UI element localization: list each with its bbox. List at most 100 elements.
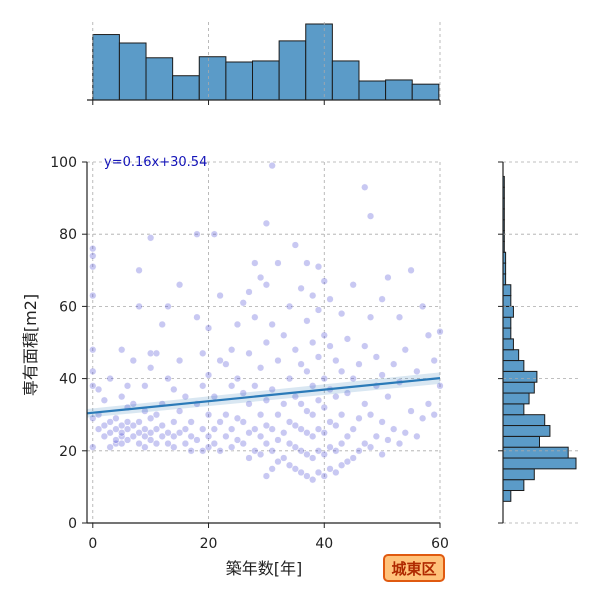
right-hist-bar <box>502 349 520 362</box>
scatter-point <box>106 374 114 383</box>
scatter-point <box>141 425 149 433</box>
scatter-point <box>332 447 340 455</box>
top-hist-bar <box>92 34 120 101</box>
scatter-point <box>262 396 271 404</box>
scatter-point <box>170 418 178 426</box>
scatter-point <box>106 418 114 426</box>
scatter-point <box>320 374 328 383</box>
scatter-point <box>245 349 253 357</box>
right-hist-bar <box>502 392 530 405</box>
scatter-point <box>251 313 259 321</box>
x-tick-label: 20 <box>200 536 218 552</box>
scatter-point <box>118 439 126 448</box>
right-hist-bar <box>502 381 535 394</box>
scatter-point <box>297 400 305 408</box>
scatter-point <box>314 263 323 271</box>
scatter-point <box>118 393 126 401</box>
scatter-point <box>170 385 178 394</box>
scatter-point <box>228 425 236 433</box>
scatter-point <box>181 439 190 448</box>
right-hist-bar <box>502 370 538 383</box>
scatter-point <box>314 306 323 314</box>
scatter-point <box>314 447 323 455</box>
scatter-point <box>337 461 346 469</box>
scatter-point <box>262 472 271 480</box>
scatter-point <box>245 429 253 437</box>
scatter-point <box>285 374 294 383</box>
scatter-point <box>123 425 132 433</box>
scatter-point <box>303 429 311 437</box>
scatter-point <box>320 403 328 412</box>
scatter-point <box>366 443 375 451</box>
scatter-point <box>413 367 421 376</box>
scatter-point <box>228 382 236 390</box>
scatter-point <box>158 320 166 329</box>
scatter-point <box>309 432 317 441</box>
scatter-point <box>262 281 271 289</box>
scatter-point <box>94 385 103 394</box>
scatter-point <box>239 299 247 307</box>
scatter-point <box>280 454 288 462</box>
y-tick-label: 0 <box>68 516 77 532</box>
scatter-point <box>303 317 311 325</box>
scatter-point <box>314 468 323 477</box>
scatter-point <box>372 353 380 361</box>
scatter-point <box>181 393 190 401</box>
scatter-point <box>112 414 120 422</box>
scatter-point <box>355 360 363 368</box>
scatter-point <box>268 320 276 329</box>
scatter-point <box>199 382 207 390</box>
scatter-point <box>135 429 143 437</box>
scatter-point <box>141 443 149 451</box>
right-hist-bar <box>502 446 569 459</box>
top-hist-bar <box>305 23 333 101</box>
scatter-point <box>343 457 352 466</box>
scatter-point <box>390 425 398 433</box>
y-tick-label: 40 <box>59 372 77 388</box>
scatter-point <box>147 429 155 437</box>
scatter-point <box>285 418 294 426</box>
scatter-point <box>401 429 409 437</box>
scatter-point <box>349 374 357 383</box>
scatter-point <box>256 450 265 459</box>
scatter-point <box>268 385 276 394</box>
scatter-point <box>320 472 328 480</box>
scatter-point <box>332 421 340 430</box>
top-hist-bar <box>358 80 387 101</box>
scatter-point <box>326 465 334 473</box>
scatter-point <box>378 418 386 426</box>
scatter-point <box>349 425 357 433</box>
scatter-point <box>158 432 166 441</box>
scatter-point <box>239 439 247 448</box>
scatter-point <box>175 281 184 289</box>
scatter-point <box>216 291 224 300</box>
scatter-point <box>361 400 369 408</box>
scatter-point <box>424 400 433 408</box>
scatter-point <box>123 382 132 390</box>
right-hist-bar <box>502 316 512 329</box>
scatter-point <box>89 263 97 271</box>
scatter-point <box>141 382 149 390</box>
scatter-point <box>337 439 346 448</box>
scatter-point <box>372 432 380 441</box>
scatter-point <box>291 465 299 473</box>
scatter-point <box>147 414 155 422</box>
scatter-point <box>89 382 97 390</box>
scatter-point <box>436 382 444 390</box>
scatter-point <box>89 244 97 253</box>
scatter-point <box>384 273 392 282</box>
scatter-point <box>262 439 271 448</box>
scatter-point <box>89 414 97 422</box>
scatter-point <box>280 400 288 408</box>
scatter-point <box>181 425 190 433</box>
scatter-point <box>89 443 97 451</box>
y-tick-label: 60 <box>59 299 77 315</box>
scatter-point <box>152 411 161 419</box>
top-hist-bar <box>198 56 227 101</box>
scatter-point <box>158 421 166 430</box>
scatter-point <box>256 432 265 441</box>
scatter-point <box>361 439 369 448</box>
scatter-point <box>274 436 282 444</box>
scatter-point <box>430 356 438 365</box>
scatter-point <box>297 360 305 368</box>
